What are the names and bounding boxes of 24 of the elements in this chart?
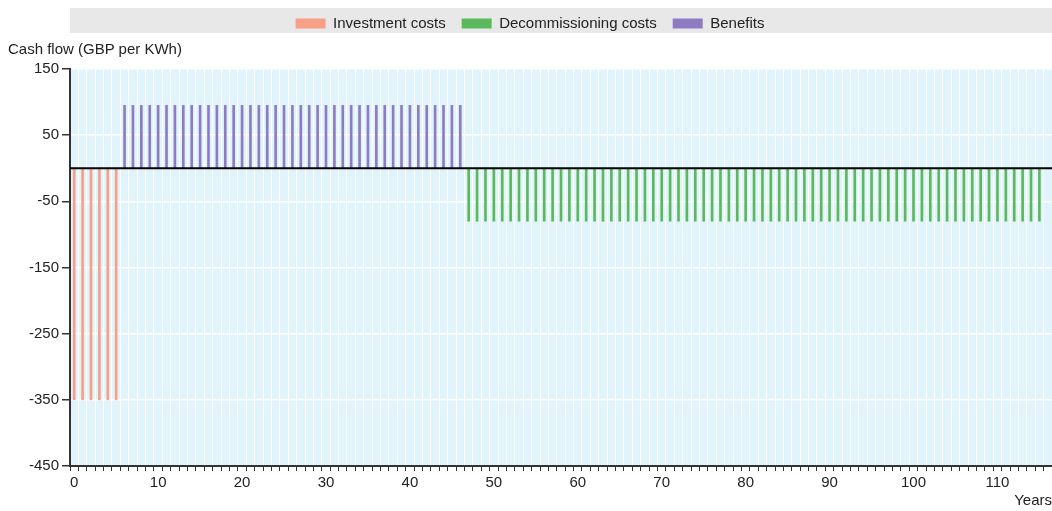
- y-tick-label: 50: [42, 125, 59, 143]
- x-tick-label: 70: [653, 473, 671, 491]
- y-tick-label: 150: [33, 59, 59, 77]
- y-axis-title: Cash flow (GBP per KWh): [8, 40, 182, 58]
- legend-label: Investment costs: [333, 13, 446, 31]
- x-tick-label: 50: [485, 473, 503, 491]
- y-tick-label: -450: [28, 456, 59, 474]
- y-tick-label: -250: [28, 323, 59, 341]
- y-tick-label: -350: [28, 389, 59, 407]
- x-axis-title: Years: [1014, 491, 1052, 508]
- x-tick-label: 60: [569, 473, 587, 491]
- x-tick-label: 20: [233, 473, 251, 491]
- x-tick-label: 110: [985, 473, 1010, 491]
- x-tick-label: 40: [401, 473, 419, 491]
- x-tick-label: 100: [901, 473, 927, 491]
- y-tick-label: -150: [28, 257, 59, 275]
- x-tick-label: 90: [821, 473, 838, 491]
- x-tick-label: 80: [737, 473, 754, 491]
- y-tick-label: -50: [37, 191, 59, 209]
- legend-label: Benefits: [710, 13, 765, 31]
- x-tick-label: 30: [317, 473, 335, 491]
- x-tick-label: 0: [70, 473, 79, 491]
- x-tick-label: 10: [149, 473, 167, 491]
- legend-label: Decommissioning costs: [499, 13, 657, 31]
